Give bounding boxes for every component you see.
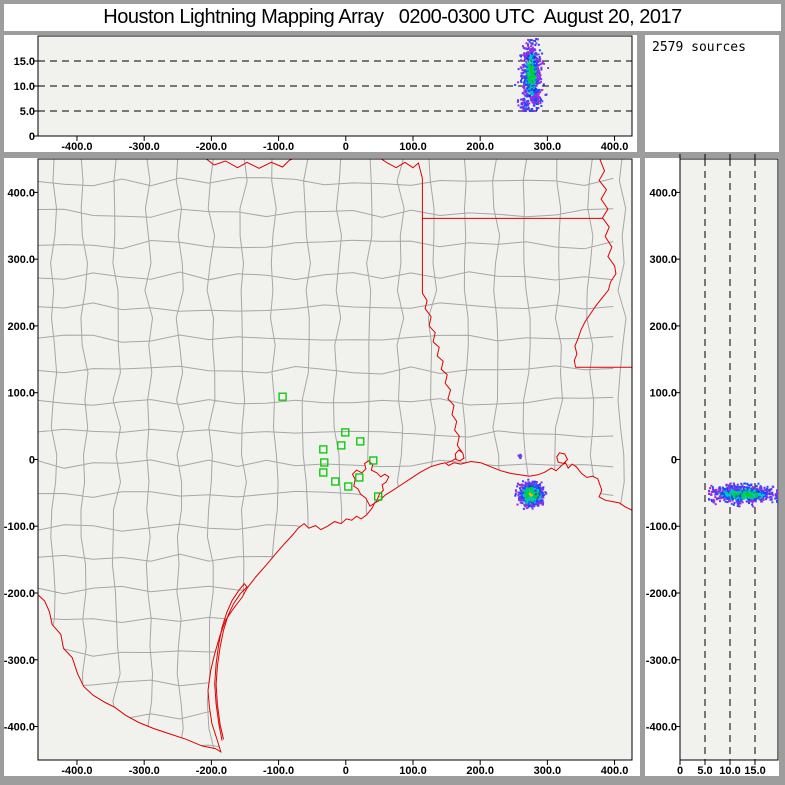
- map-geography: [38, 159, 632, 760]
- lightning-scatter-ns: [708, 482, 778, 508]
- ew-tick-label: -300.0: [129, 141, 160, 152]
- station-marker: [319, 468, 328, 477]
- red-river-border: [205, 159, 423, 179]
- altitude-tick-label: 10.0: [719, 765, 740, 777]
- galveston-bay: [351, 460, 390, 507]
- ew-tick-label: -200.0: [196, 141, 227, 152]
- station-marker: [331, 477, 340, 486]
- ns-tick-label: 200.0: [649, 321, 677, 333]
- altitude-tick-label: 5.0: [20, 106, 35, 118]
- ew-tick-label: 300.0: [534, 141, 562, 152]
- ns-tick-label: -100.0: [4, 521, 35, 533]
- ns-tick-label: -300.0: [646, 655, 677, 667]
- ew-tick-label: -400.0: [61, 141, 92, 152]
- ew-altitude-panel[interactable]: 15.0 10.0 5.0 0 -400.0 -300.0 -200.0 -100.0 0 100…: [4, 35, 637, 152]
- altitude-tick-label: 10.0: [14, 81, 35, 93]
- ns-plot-area[interactable]: [679, 158, 779, 761]
- ew-tick-label: 0: [343, 765, 349, 776]
- ns-tick-label: -200.0: [646, 588, 677, 600]
- calcasieu-lake: [556, 452, 569, 465]
- source-count-box: 2579 sources: [645, 35, 779, 152]
- station-marker: [369, 456, 378, 465]
- coastline-and-mexico-border: [38, 460, 632, 754]
- plot-title: Houston Lightning Mapping Array 0200-030…: [103, 6, 682, 28]
- ew-tick-label: -100.0: [263, 765, 294, 776]
- ew-tick-label: 400.0: [601, 765, 629, 776]
- plan-view-panel[interactable]: 400.0 300.0 200.0 100.0 0 -100.0 -200.0 -300.0 -…: [4, 158, 640, 776]
- station-marker: [356, 437, 365, 446]
- ew-tick-label: 300.0: [534, 765, 562, 776]
- texas-louisiana-border: [421, 178, 463, 464]
- ns-tick-label: -200.0: [4, 588, 35, 600]
- ns-tick-label: -300.0: [4, 655, 35, 667]
- ns-tick-label: -400.0: [646, 722, 677, 734]
- station-marker: [355, 473, 364, 482]
- altitude-ns-panel[interactable]: 400.0 300.0 200.0 100.0 0 -100.0 -200.0 -300.0 -…: [645, 152, 785, 785]
- ew-tick-label: -400.0: [61, 765, 92, 776]
- ns-tick-label: -100.0: [646, 521, 677, 533]
- lightning-scatter-ew: [514, 38, 550, 112]
- station-marker: [344, 482, 353, 491]
- ns-tick-label: 400.0: [7, 187, 35, 199]
- altitude-tick-label: 0: [677, 765, 683, 777]
- barrier-island: [214, 582, 248, 741]
- mississippi-river-border: [573, 159, 617, 368]
- lightning-scatter-map: [514, 453, 548, 510]
- station-marker: [374, 492, 383, 501]
- ew-tick-label: 100.0: [399, 141, 427, 152]
- ew-tick-label: -200.0: [196, 765, 227, 776]
- title-bar: Houston Lightning Mapping Array 0200-030…: [4, 4, 781, 31]
- ew-tick-label: -300.0: [129, 765, 160, 776]
- ns-tick-label: 100.0: [7, 388, 35, 400]
- lma-stations: [278, 392, 383, 501]
- ew-tick-label: 200.0: [466, 141, 494, 152]
- station-marker: [320, 458, 329, 467]
- altitude-tick-label: 5.0: [697, 765, 712, 777]
- ns-tick-label: 400.0: [649, 187, 677, 199]
- station-marker: [341, 428, 350, 437]
- ew-tick-label: 100.0: [399, 765, 427, 776]
- ew-tick-label: 0: [343, 141, 349, 152]
- altitude-tick-label: 15.0: [14, 56, 35, 68]
- altitude-tick-label: 15.0: [744, 765, 765, 777]
- ns-tick-label: 300.0: [7, 254, 35, 266]
- station-marker: [278, 392, 287, 401]
- station-marker: [337, 441, 346, 450]
- altitude-tick-label: 0: [29, 131, 35, 143]
- ns-tick-label: 300.0: [649, 254, 677, 266]
- ns-tick-label: 0: [29, 454, 35, 466]
- ns-tick-label: 200.0: [7, 321, 35, 333]
- sabine-lake: [454, 449, 465, 462]
- ns-tick-label: 100.0: [649, 388, 677, 400]
- ns-tick-label: 0: [671, 454, 677, 466]
- gulf-and-mexico-mask: [38, 461, 632, 760]
- ew-tick-label: 400.0: [601, 141, 629, 152]
- station-marker: [319, 445, 328, 454]
- source-count-label: 2579 sources: [652, 40, 746, 55]
- ns-tick-label: -400.0: [4, 722, 35, 734]
- ew-tick-label: -100.0: [263, 141, 294, 152]
- ew-tick-label: 200.0: [466, 765, 494, 776]
